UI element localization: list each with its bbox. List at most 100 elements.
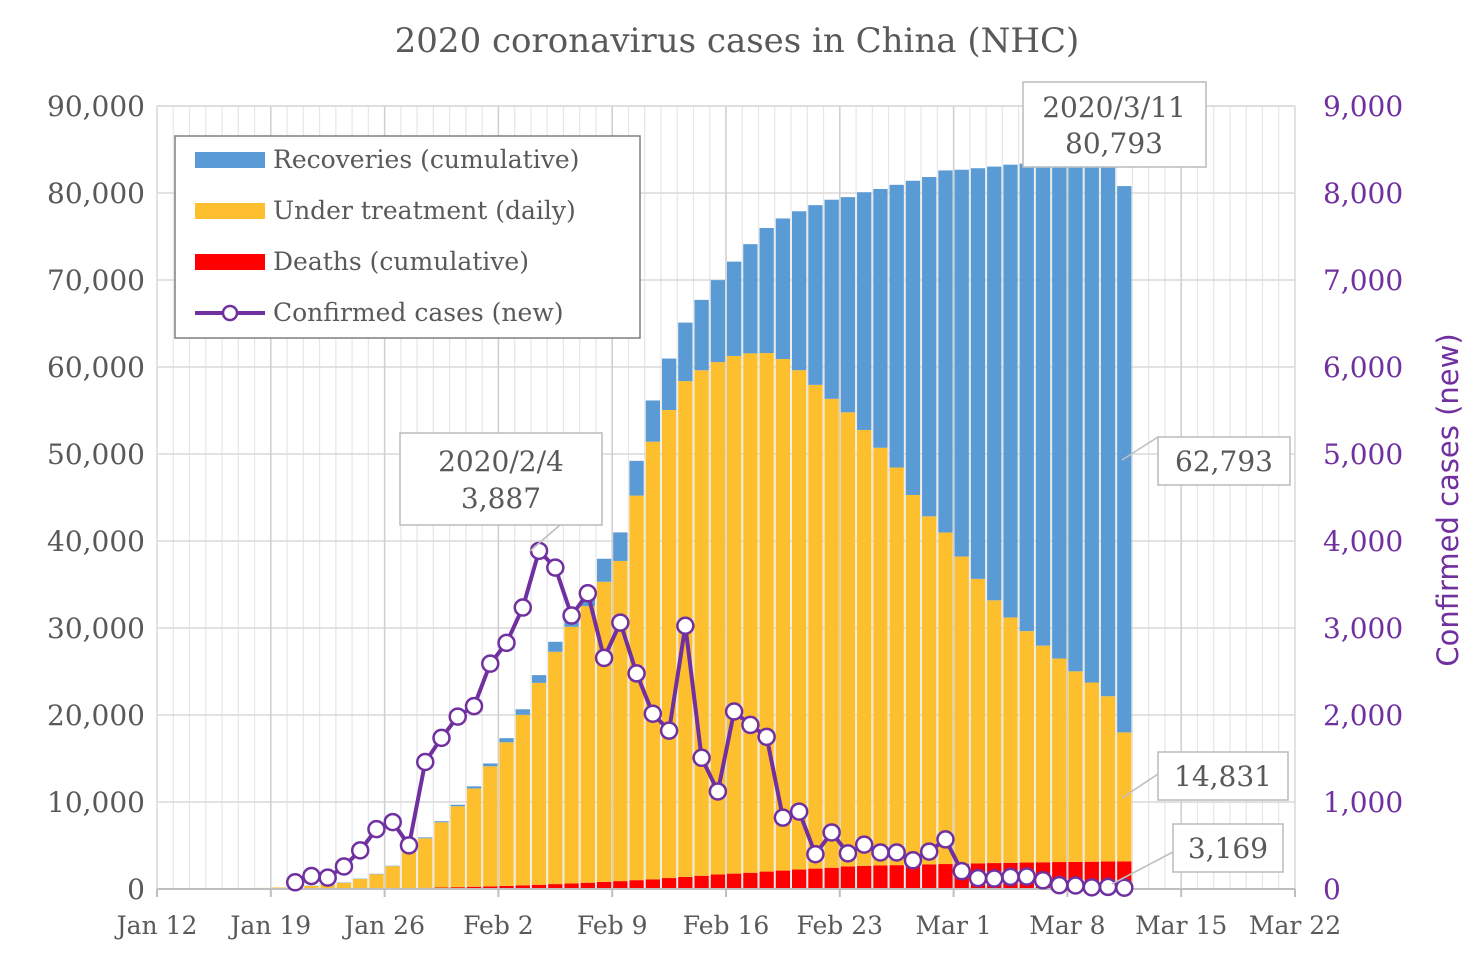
bar-deaths [483,886,498,889]
bar-recoveries [857,192,872,430]
bar-treatment [548,651,563,885]
bar-treatment [531,682,547,885]
x-tick-label: Jan 19 [227,911,311,940]
bar-treatment [1019,631,1034,863]
bar-deaths [596,881,612,889]
confirmed-point [757,727,776,747]
bar-treatment [889,467,904,866]
bar-treatment [840,412,856,867]
bar-deaths [808,868,823,889]
legend-label-deaths: Deaths (cumulative) [273,247,529,276]
bar-deaths [531,884,547,889]
bar-deaths [938,864,953,889]
y-left-tick-label: 40,000 [47,525,145,558]
bar-deaths [824,867,839,889]
bar-deaths [499,885,514,889]
bar-treatment [922,516,937,865]
bar-treatment [1003,617,1018,863]
y-left-tick-label: 70,000 [47,264,145,297]
bar-treatment [1068,671,1083,862]
confirmed-point [562,606,581,625]
y-right-tick-label: 2,000 [1323,699,1403,732]
bar-deaths [564,883,579,889]
bar-deaths [873,865,888,889]
y-left-tick-label: 30,000 [47,612,145,645]
bar-recoveries [775,218,791,360]
y-axis-left-ticks: 0 10,000 20,000 30,000 40,000 50,000 60,000 70,… [47,90,145,906]
callout-deaths-value: 3,169 [1188,832,1268,865]
bar-treatment [905,494,921,865]
bar-recoveries [531,675,547,683]
bar-treatment [466,788,482,887]
y-right-tick-label: 3,000 [1323,612,1403,645]
bar-recoveries [499,738,514,743]
x-tick-label: Mar 1 [915,911,991,940]
bar-treatment [515,714,530,886]
confirmed-point [936,830,955,849]
bar-recoveries [1003,164,1018,618]
bar-deaths [905,864,921,889]
bar-recoveries [922,177,937,517]
confirmed-point [692,748,711,768]
x-tick-label: Feb 23 [797,911,884,940]
confirmed-point [659,721,679,740]
bar-recoveries [548,641,563,652]
bar-recoveries [970,168,986,579]
y-left-tick-label: 20,000 [47,699,145,732]
bar-recoveries [678,322,693,382]
bar-treatment [353,878,368,889]
bar-recoveries [1035,163,1051,646]
confirmed-point [1050,875,1069,895]
bar-deaths [775,870,791,889]
bar-recoveries [889,184,904,468]
confirmed-point [350,841,370,860]
confirmed-point [448,707,468,726]
bar-recoveries [661,358,677,410]
y-left-tick-label: 90,000 [47,90,145,123]
callout-peak-total: 2020/3/11 80,793 [1022,81,1207,168]
y-right-tick-label: 8,000 [1323,177,1403,210]
confirmed-point [773,808,793,827]
y-right-tick-label: 7,000 [1323,264,1403,297]
confirmed-point [399,836,419,855]
bar-recoveries [759,227,774,354]
bar-deaths [694,875,709,889]
bar-recoveries [743,244,758,354]
bar-treatment [808,384,823,869]
legend-swatch-treatment [195,203,265,219]
confirmed-point [546,558,565,577]
confirmed-point [432,728,451,748]
bar-treatment [596,581,612,882]
bar-recoveries [840,197,856,413]
confirmed-point [285,873,305,892]
bar-deaths [678,876,693,889]
confirmed-point [838,844,858,863]
bar-recoveries [710,280,726,363]
bar-deaths [580,882,595,889]
y-right-tick-label: 9,000 [1323,90,1403,123]
bar-recoveries [954,169,969,557]
y-right-tick-label: 6,000 [1323,351,1403,384]
bar-treatment [580,606,595,883]
bar-treatment [1052,658,1067,863]
bar-treatment [304,885,319,889]
y-right-tick-label: 1,000 [1323,786,1403,819]
legend-label-treatment: Under treatment (daily) [273,196,576,225]
confirmed-point [887,843,906,862]
legend-item-deaths: Deaths (cumulative) [195,247,529,276]
bar-recoveries [905,180,921,495]
bar-recoveries [938,170,953,533]
confirmed-point [1017,867,1037,886]
confirmed-point [741,715,760,735]
x-tick-label: Mar 8 [1029,911,1105,940]
y-axis-right-label: Confirmed cases (new) [1431,333,1465,666]
confirmed-point [643,704,663,723]
bar-recoveries [1100,161,1116,697]
bar-treatment [873,447,888,866]
confirmed-point [513,598,533,617]
confirmed-point [1115,878,1134,897]
callout-peak-total-value: 80,793 [1065,127,1163,160]
x-tick-label: Jan 12 [114,911,198,940]
bar-recoveries [1019,163,1034,632]
legend-item-recoveries: Recoveries (cumulative) [195,145,579,174]
